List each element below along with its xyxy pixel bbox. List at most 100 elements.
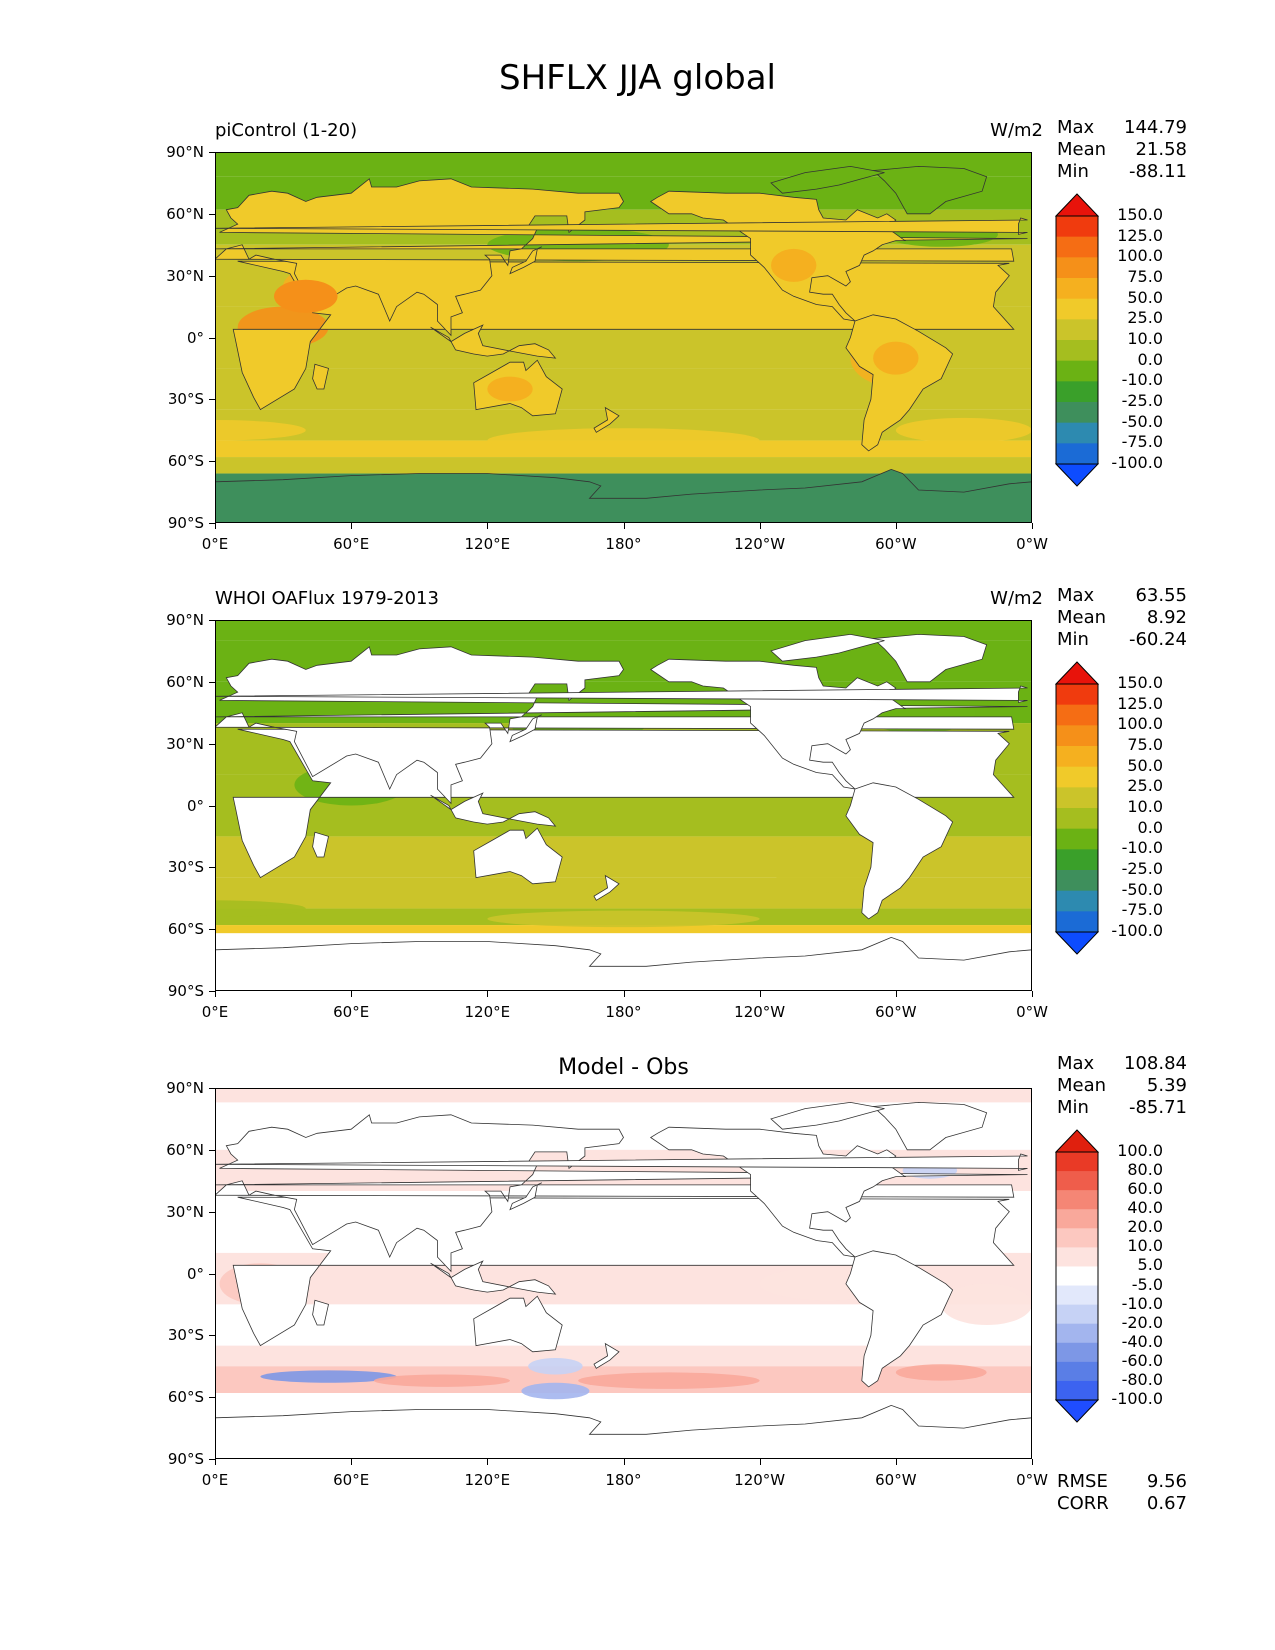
colorbar-label: -50.0 <box>1121 879 1163 899</box>
stat-row: Mean 8.92 <box>1057 607 1187 629</box>
colorbar-label: -20.0 <box>1121 1312 1163 1332</box>
colorbar-label: 150.0 <box>1117 673 1163 692</box>
y-tick-label: 90°S <box>167 514 204 532</box>
x-tick <box>895 991 897 997</box>
stats-block: Max 144.79 Mean 21.58 Min -88.11 <box>1057 117 1187 183</box>
coastline <box>430 1260 557 1295</box>
panel-title-left: piControl (1-20) <box>215 120 358 141</box>
colorbar-label: 60.0 <box>1127 1179 1163 1199</box>
land-patch <box>487 376 533 402</box>
x-tick <box>623 1459 625 1465</box>
colorbar-label: 75.0 <box>1127 735 1163 754</box>
x-tick-label: 180° <box>605 1003 642 1021</box>
y-tick-label: 60°S <box>167 920 204 939</box>
stat-label: Max <box>1057 585 1095 606</box>
colorbar-outline <box>1055 683 1099 933</box>
y-tick <box>209 1273 215 1275</box>
y-tick <box>209 152 215 153</box>
land-patch <box>274 279 338 313</box>
y-tick <box>209 991 215 992</box>
y-tick-label: 60°S <box>167 452 204 471</box>
y-tick-label: 30°N <box>166 734 204 753</box>
colorbar-extend-max <box>1054 661 1100 685</box>
coastline <box>215 936 1032 991</box>
x-tick <box>759 523 761 529</box>
colorbar-label: 100.0 <box>1117 1141 1163 1160</box>
x-tick-label: 0°E <box>201 535 229 553</box>
y-tick <box>209 1211 215 1213</box>
colorbar-label: 125.0 <box>1117 693 1163 713</box>
colorbar-segment <box>1056 725 1098 747</box>
colorbar-label: 100.0 <box>1117 714 1163 734</box>
x-tick <box>351 1459 353 1465</box>
coastline <box>473 827 563 885</box>
x-tick <box>487 523 489 529</box>
y-tick <box>209 213 215 215</box>
stat-label: Max <box>1057 1053 1095 1074</box>
colorbar-segment <box>1056 1190 1098 1210</box>
x-tick <box>351 991 353 997</box>
y-tick <box>209 1459 215 1460</box>
x-tick <box>623 523 625 529</box>
stat-row: Max 63.55 <box>1057 585 1187 607</box>
coastline <box>215 1153 1028 1171</box>
field-band <box>215 925 1032 934</box>
stats-block: Max 108.84 Mean 5.39 Min -85.71 <box>1057 1053 1187 1119</box>
colorbar-extend-min <box>1054 1399 1100 1423</box>
stat-row: Max 144.79 <box>1057 117 1187 139</box>
coastline <box>872 165 988 215</box>
x-tick-label: 0°E <box>201 1003 229 1021</box>
stats-block: Max 63.55 Mean 8.92 Min -60.24 <box>1057 585 1187 651</box>
coastline <box>770 165 885 194</box>
y-tick-label: 60°S <box>167 1388 204 1407</box>
x-tick <box>487 991 489 997</box>
colorbar-label: 10.0 <box>1127 797 1163 816</box>
map-plot-2 <box>215 620 1032 991</box>
coastline <box>215 1404 1032 1459</box>
stat-value: 108.84 <box>1124 1053 1187 1074</box>
colorbar-label: -5.0 <box>1131 1274 1163 1294</box>
stat-row: Min -60.24 <box>1057 629 1187 651</box>
colorbar-label: -50.0 <box>1121 411 1163 431</box>
x-tick-label: 60°E <box>333 1003 370 1021</box>
coastline <box>473 1295 563 1353</box>
colorbar-segment <box>1056 1171 1098 1191</box>
stat-label: Mean <box>1057 139 1107 160</box>
colorbar-segment <box>1056 1285 1098 1306</box>
colorbar-label: 40.0 <box>1127 1198 1163 1218</box>
colorbar-segment <box>1056 849 1098 871</box>
colorbar-segment <box>1056 443 1098 465</box>
colorbar-segment <box>1056 381 1098 403</box>
colorbar-segment <box>1056 1152 1098 1172</box>
field-patch <box>260 1370 397 1383</box>
y-tick <box>209 275 215 277</box>
stat-value: 144.79 <box>1124 117 1187 138</box>
colorbar-segment <box>1056 787 1098 809</box>
colorbar-segment <box>1056 1266 1098 1287</box>
x-tick <box>1032 991 1033 997</box>
colorbar-segment <box>1056 766 1098 788</box>
colorbar-label: 5.0 <box>1137 1255 1163 1275</box>
colorbar-label: -10.0 <box>1121 838 1163 858</box>
stat-value: -85.71 <box>1128 1097 1187 1118</box>
y-tick-label: 0° <box>186 796 204 815</box>
y-tick <box>209 1397 215 1399</box>
field-patch <box>528 1358 583 1375</box>
stat-row: Max 108.84 <box>1057 1053 1187 1075</box>
colorbar-segment <box>1056 340 1098 362</box>
y-tick-label: 90°N <box>166 1079 204 1097</box>
field-patch <box>578 1372 760 1389</box>
stat-value: 5.39 <box>1146 1075 1187 1096</box>
colorbar-segment <box>1056 422 1098 444</box>
field-patch <box>521 1382 590 1400</box>
stat-label: Mean <box>1057 607 1107 628</box>
colorbar-label: -60.0 <box>1121 1350 1163 1370</box>
x-tick-label: 180° <box>605 1471 642 1489</box>
colorbar-extend-max <box>1054 1129 1100 1153</box>
colorbar-segment <box>1056 890 1098 912</box>
colorbar-segment <box>1056 870 1098 892</box>
colorbar-label: -10.0 <box>1121 1293 1163 1313</box>
stat-label: RMSE <box>1057 1471 1108 1492</box>
y-tick-label: 30°N <box>166 266 204 285</box>
x-tick-label: 120°W <box>734 1003 786 1021</box>
